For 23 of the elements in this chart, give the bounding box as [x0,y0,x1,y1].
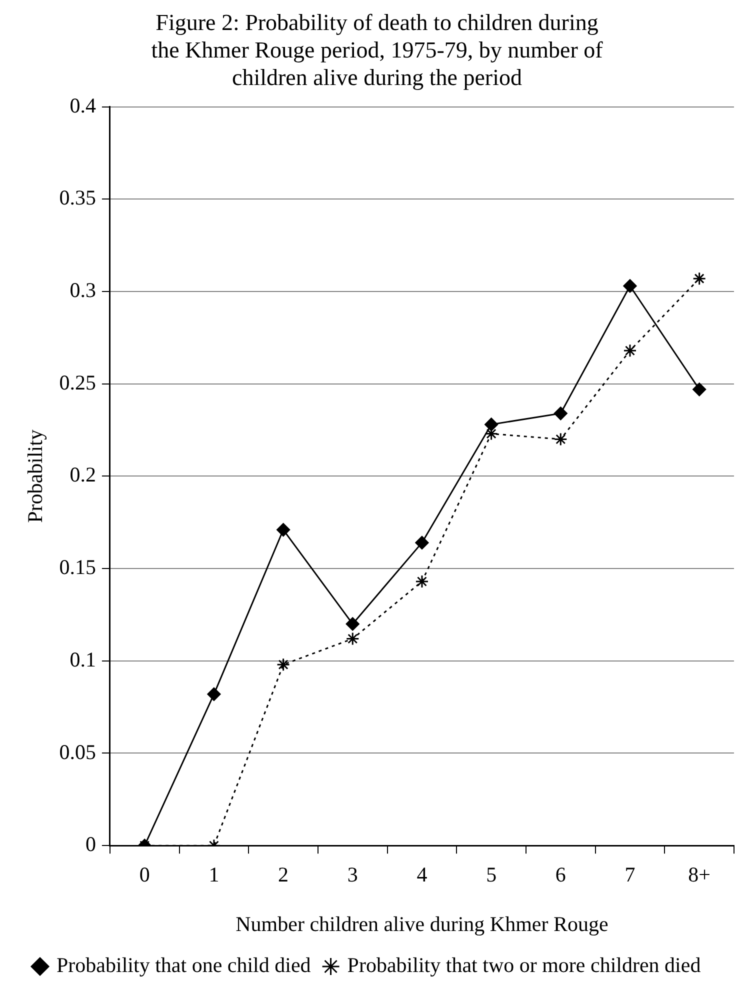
x-tick-label: 8+ [688,862,710,887]
x-tick-label: 2 [278,862,289,887]
x-axis-title: Number children alive during Khmer Rouge [236,912,608,936]
y-axis-title: Probability [23,429,48,523]
x-tick-label: 5 [486,862,497,887]
y-tick-label: 0 [85,832,96,856]
y-tick-label: 0.15 [59,555,96,580]
legend-label: Probability that two or more children died [347,953,702,978]
chart-title: Figure 2: Probability of death to children during the Khmer Rouge period, 1975-79, by number of children alive during the period [151,10,604,90]
y-tick-label: 0.3 [70,278,96,302]
x-tick-label: 3 [347,862,358,887]
y-tick-label: 0.05 [59,740,96,764]
y-tick-label: 0.25 [59,370,96,394]
x-tick-label: 7 [624,862,636,887]
x-tick-label: 1 [208,862,220,887]
y-tick-label: 0.1 [70,647,96,672]
x-tick-label: 0 [139,862,150,887]
legend-label: Probability that one child died [56,953,312,978]
y-tick-label: 0.4 [70,93,96,118]
y-tick-label: 0.2 [70,462,96,487]
y-tick-label: 0.35 [59,186,96,210]
x-tick-label: 4 [416,862,428,887]
x-tick-label: 6 [555,862,566,887]
